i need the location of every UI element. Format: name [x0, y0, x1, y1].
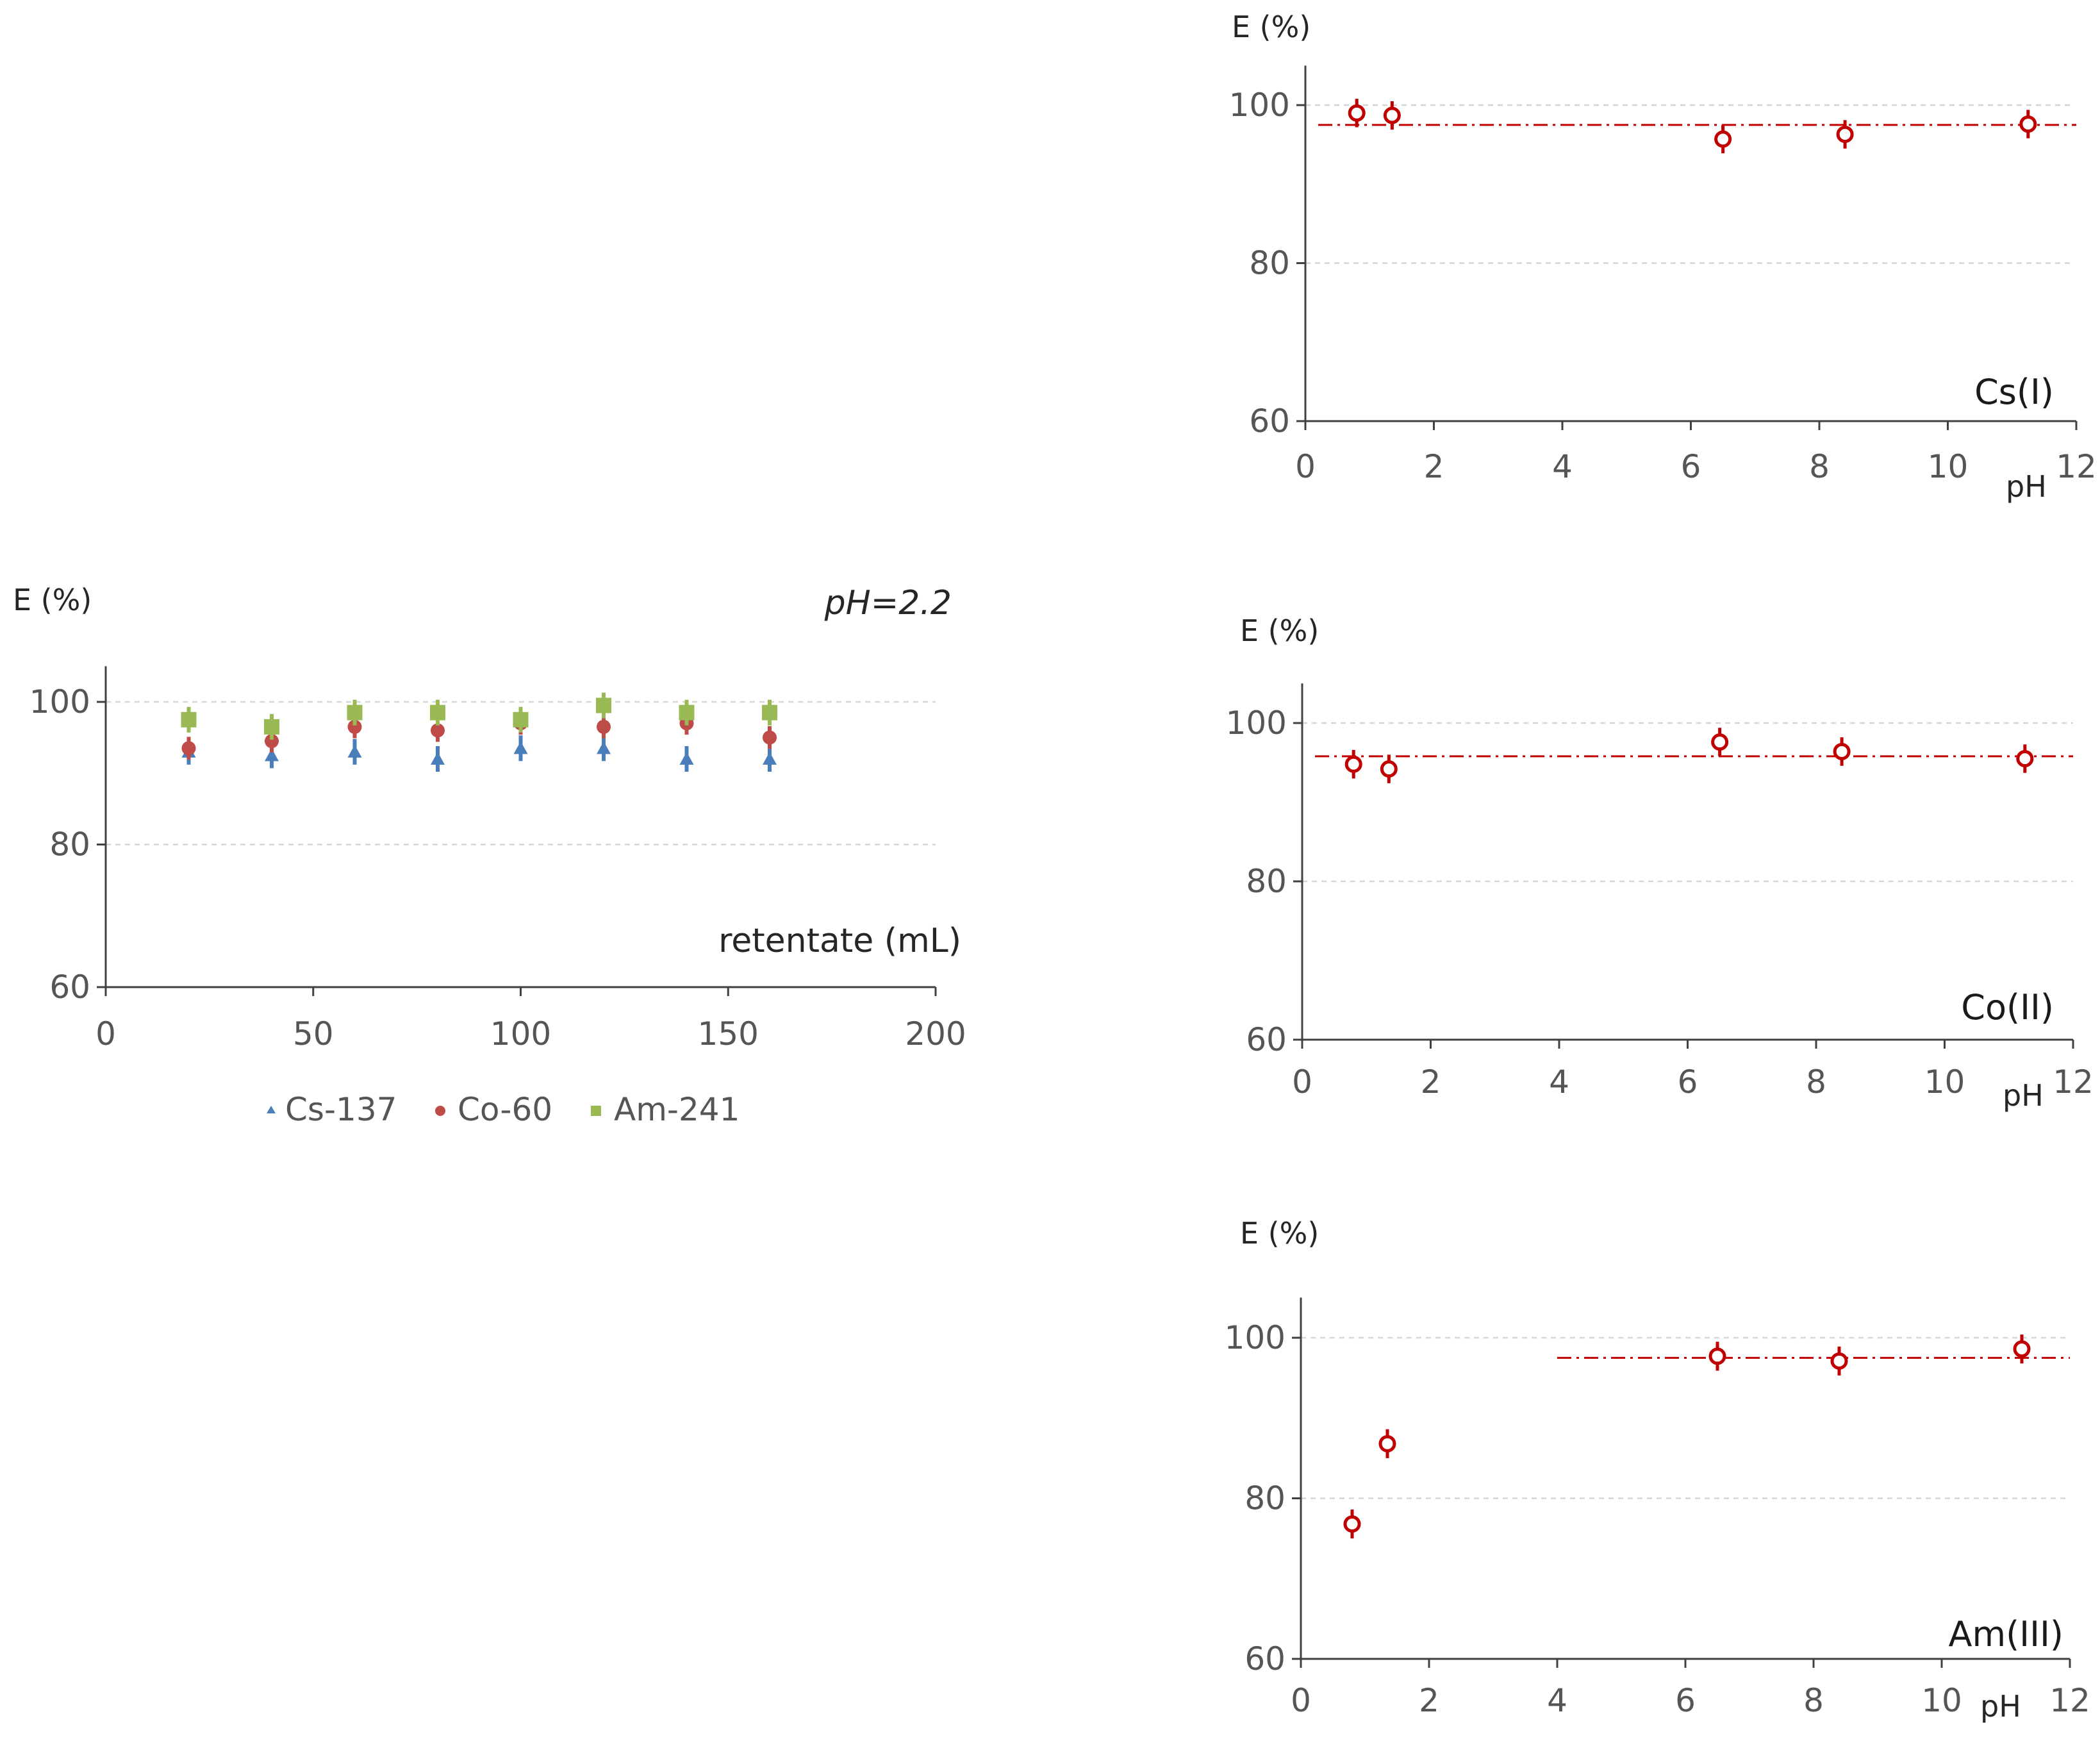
y-tick-label: 80: [1244, 1480, 1286, 1517]
x-tick-label: 0: [1292, 1063, 1312, 1101]
y-tick-label: 100: [29, 683, 90, 720]
x-tick-label: 200: [905, 1015, 966, 1053]
data-point: [2013, 1340, 2031, 1358]
y-tick-label: 80: [49, 826, 90, 863]
legend-label-cs137: Cs-137: [285, 1091, 397, 1128]
series-label: Am(III): [1949, 1614, 2063, 1654]
x-axis-title: retentate (mL): [718, 922, 961, 960]
point-cs-137: [597, 741, 611, 754]
y-axis-title: E (%): [13, 583, 92, 617]
legend-label-co60: Co-60: [458, 1091, 552, 1128]
y-tick-label: 60: [1249, 403, 1290, 440]
x-tick-label: 6: [1678, 1063, 1698, 1101]
x-tick-label: 4: [1549, 1063, 1569, 1101]
y-axis-title: E (%): [1240, 1216, 1319, 1251]
x-tick-label: 10: [1924, 1063, 1965, 1101]
series-label: Cs(I): [1974, 372, 2054, 412]
y-tick-label: 100: [1225, 1319, 1286, 1356]
point-am-241: [679, 704, 695, 720]
am-ph-chart: 60 80 100 0 2 4 6 8 10 12 E (%) Am(III) pH: [1225, 1216, 2090, 1724]
x-tick-label: 0: [1295, 448, 1316, 485]
data-point: [2019, 115, 2037, 133]
x-tick-label: 10: [1921, 1682, 1962, 1719]
x-tick-label: 0: [1291, 1682, 1311, 1719]
point-co-60: [181, 741, 196, 756]
x-tick-label: 12: [2056, 448, 2097, 485]
x-axis-title: pH: [2006, 469, 2047, 504]
x-tick-label: 6: [1675, 1682, 1696, 1719]
data-point: [1830, 1352, 1848, 1370]
point-co-60: [431, 723, 445, 738]
legend-marker-am241: [591, 1106, 601, 1116]
x-tick-label: 10: [1928, 448, 1969, 485]
data-point: [2016, 750, 2034, 768]
point-am-241: [596, 697, 611, 713]
data-point: [1383, 106, 1401, 124]
data-point: [1708, 1347, 1726, 1365]
x-tick-label: 100: [490, 1015, 551, 1053]
point-am-241: [513, 711, 529, 728]
x-tick-label: 12: [2053, 1063, 2094, 1101]
data-point: [1344, 755, 1362, 773]
data-point: [1714, 130, 1732, 148]
data-point: [1836, 126, 1854, 144]
x-axis-title: pH: [2003, 1078, 2044, 1113]
y-axis-title: E (%): [1232, 10, 1310, 44]
point-cs-137: [513, 741, 528, 754]
y-tick-label: 60: [49, 969, 90, 1006]
y-tick-label: 80: [1246, 863, 1287, 900]
point-am-241: [347, 704, 363, 720]
legend-marker-cs137: [267, 1106, 276, 1113]
y-tick-label: 100: [1226, 704, 1287, 742]
data-point: [1711, 733, 1729, 751]
y-tick-label: 60: [1244, 1640, 1286, 1677]
point-am-241: [430, 704, 445, 720]
co-ph-chart: 60 80 100 0 2 4 6 8 10 12 E (%) Co(II) pH: [1226, 613, 2094, 1113]
point-am-241: [762, 704, 777, 720]
y-axis-title: E (%): [1240, 613, 1319, 648]
data-point: [1380, 760, 1398, 778]
data-point: [1378, 1435, 1396, 1452]
x-tick-label: 4: [1552, 448, 1573, 485]
point-cs-137: [265, 748, 279, 761]
x-tick-label: 8: [1806, 1063, 1826, 1101]
x-tick-label: 2: [1421, 1063, 1441, 1101]
x-tick-label: 6: [1681, 448, 1701, 485]
x-tick-label: 150: [698, 1015, 759, 1053]
x-axis-title: pH: [1980, 1689, 2021, 1724]
x-tick-label: 2: [1424, 448, 1444, 485]
legend-label-am241: Am-241: [614, 1091, 740, 1128]
retentate-chart: 60 80 100 0 50 100 150 200 E (%) pH=2.2 retenta…: [13, 583, 966, 1128]
point-co-60: [763, 730, 777, 745]
data-point: [1833, 742, 1851, 760]
x-tick-label: 0: [95, 1015, 116, 1053]
point-co-60: [265, 734, 279, 749]
point-am-241: [181, 711, 197, 728]
point-cs-137: [679, 752, 694, 765]
ph-annotation: pH=2.2: [824, 584, 952, 622]
data-point: [1343, 1515, 1361, 1533]
cs-ph-chart: 60 80 100 0 2 4 6 8 10 12 E (%) Cs(I) pH: [1229, 10, 2097, 504]
y-tick-label: 80: [1249, 245, 1290, 282]
x-tick-label: 8: [1803, 1682, 1824, 1719]
point-cs-137: [763, 752, 777, 765]
point-cs-137: [347, 744, 362, 758]
y-tick-label: 60: [1246, 1021, 1287, 1058]
x-tick-label: 2: [1419, 1682, 1439, 1719]
point-am-241: [264, 719, 279, 735]
data-point: [1348, 104, 1366, 122]
x-tick-label: 50: [293, 1015, 334, 1053]
x-tick-label: 12: [2049, 1682, 2090, 1719]
x-tick-label: 4: [1547, 1682, 1567, 1719]
x-tick-label: 8: [1809, 448, 1830, 485]
y-tick-label: 100: [1229, 87, 1290, 124]
point-cs-137: [431, 752, 445, 765]
legend-marker-co60: [435, 1106, 445, 1116]
point-co-60: [597, 719, 611, 734]
point-co-60: [347, 719, 362, 734]
series-label: Co(II): [1961, 987, 2054, 1028]
legend: Cs-137 Co-60 Am-241: [267, 1091, 740, 1128]
